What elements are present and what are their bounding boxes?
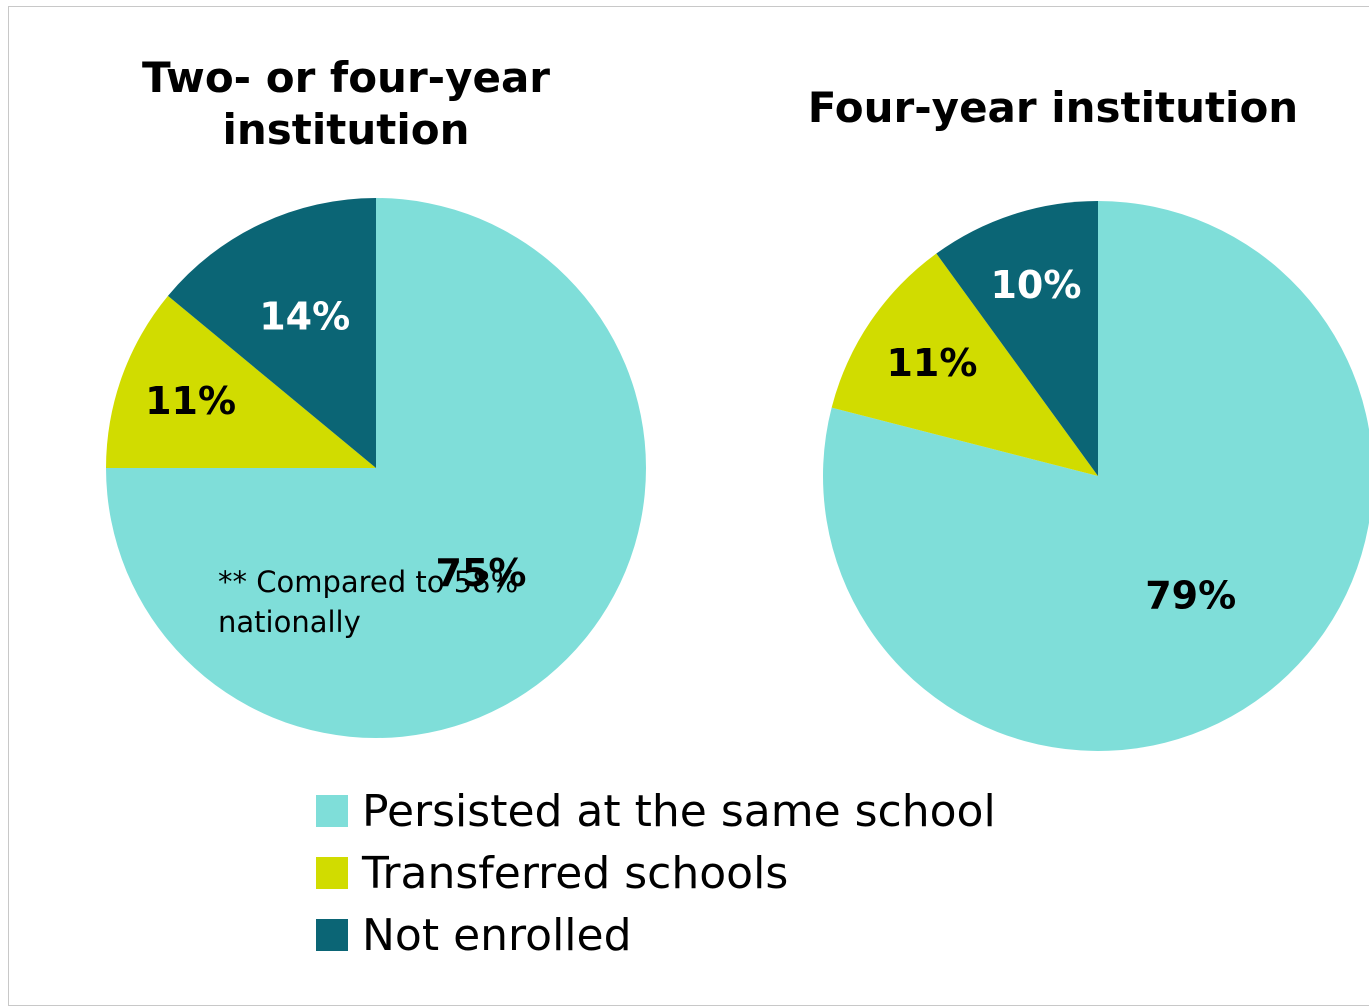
four-year-label-persisted: 79% bbox=[1145, 574, 1236, 618]
legend-swatch-persisted bbox=[316, 795, 348, 827]
legend-label-transferred: Transferred schools bbox=[362, 847, 789, 899]
chart-title-two-or-four-year: Two- or four-year institution bbox=[141, 53, 551, 154]
four-year-label-transferred: 11% bbox=[886, 341, 977, 385]
legend-item-transferred: Transferred schools bbox=[316, 842, 996, 904]
two-or-four-year-slice-not-enrolled bbox=[167, 198, 376, 468]
legend-item-persisted: Persisted at the same school bbox=[316, 780, 996, 842]
legend: Persisted at the same school Transferred… bbox=[316, 780, 996, 966]
two-or-four-year-label-transferred: 11% bbox=[145, 379, 236, 423]
legend-label-persisted: Persisted at the same school bbox=[362, 785, 996, 837]
legend-label-not-enrolled: Not enrolled bbox=[362, 909, 632, 961]
legend-swatch-transferred bbox=[316, 857, 348, 889]
chart-title-four-year: Four-year institution bbox=[807, 83, 1299, 132]
four-year-slice-transferred bbox=[831, 253, 1098, 476]
legend-item-not-enrolled: Not enrolled bbox=[316, 904, 996, 966]
two-or-four-year-label-persisted: 75% bbox=[436, 551, 527, 595]
four-year-slice-not-enrolled bbox=[936, 201, 1098, 476]
four-year-slice-persisted bbox=[823, 201, 1369, 751]
four-year-label-not-enrolled: 10% bbox=[990, 263, 1081, 307]
legend-swatch-not-enrolled bbox=[316, 919, 348, 951]
two-or-four-year-label-not-enrolled: 14% bbox=[259, 295, 350, 339]
national-comparison-note: ** Compared to 58% nationally bbox=[218, 565, 519, 639]
two-or-four-year-slice-transferred bbox=[106, 295, 376, 468]
